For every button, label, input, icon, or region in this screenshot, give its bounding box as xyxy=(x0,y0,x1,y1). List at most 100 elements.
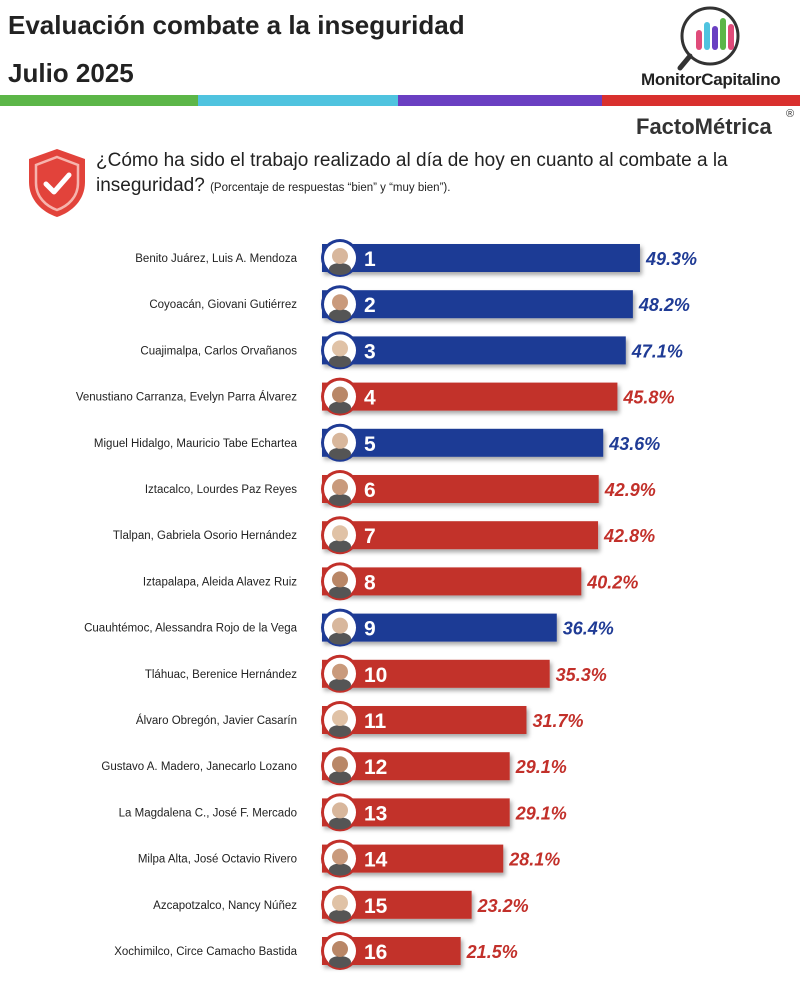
value-label: 31.7% xyxy=(532,711,583,731)
category-label: Xochimilco, Circe Camacho Bastida xyxy=(114,946,297,958)
value-label: 29.1% xyxy=(515,757,567,777)
stripe-purple xyxy=(398,95,602,106)
page-title: Evaluación combate a la inseguridad xyxy=(8,10,465,40)
avatar-body xyxy=(329,678,351,691)
value-label: 40.2% xyxy=(586,572,638,592)
monitor-capitalino-text: MonitorCapitalino xyxy=(641,70,781,89)
avatar-body xyxy=(329,586,351,599)
value-label: 36.4% xyxy=(563,619,614,639)
value-label: 43.6% xyxy=(608,434,660,454)
value-label: 35.3% xyxy=(556,665,607,685)
survey-question: ¿Cómo ha sido el trabajo realizado al dí… xyxy=(96,148,746,201)
stripe-red xyxy=(602,95,800,106)
value-label: 45.8% xyxy=(622,388,674,408)
avatar-face xyxy=(332,432,348,449)
value-label: 42.8% xyxy=(603,526,655,546)
rank-label: 7 xyxy=(364,525,376,548)
bar xyxy=(322,521,599,550)
rank-label: 14 xyxy=(364,849,388,872)
avatar-body xyxy=(329,401,351,414)
category-label: La Magdalena C., José F. Mercado xyxy=(119,807,297,819)
stripe-cyan xyxy=(198,95,398,106)
avatar-face xyxy=(332,248,348,264)
rank-label: 13 xyxy=(364,802,387,825)
avatar-body xyxy=(329,540,351,553)
bar xyxy=(322,567,582,596)
factometrica-logo: FactoMétrica xyxy=(636,114,772,139)
rank-label: 15 xyxy=(364,895,388,918)
bar xyxy=(322,428,604,457)
rank-label: 10 xyxy=(364,664,387,687)
avatar-face xyxy=(332,386,348,403)
category-label: Cuauhtémoc, Alessandra Rojo de la Vega xyxy=(84,623,297,635)
value-label: 42.9% xyxy=(604,480,656,500)
bar xyxy=(322,382,618,411)
category-label: Milpa Alta, José Octavio Rivero xyxy=(138,854,297,866)
rank-label: 6 xyxy=(364,479,376,502)
avatar-body xyxy=(329,956,351,968)
bar xyxy=(322,475,599,503)
category-label: Venustiano Carranza, Evelyn Parra Álvare… xyxy=(76,391,297,404)
bar xyxy=(322,613,557,642)
avatar-body xyxy=(329,863,351,876)
avatar-face xyxy=(332,941,348,957)
category-label: Azcapotzalco, Nancy Núñez xyxy=(153,900,297,912)
category-label: Álvaro Obregón, Javier Casarín xyxy=(136,714,297,727)
registered-mark: ® xyxy=(786,108,795,120)
bar xyxy=(322,336,626,365)
rank-label: 4 xyxy=(364,387,376,410)
value-label: 48.2% xyxy=(638,295,690,315)
monitor-capitalino-logo-icon xyxy=(677,6,740,71)
value-label: 23.2% xyxy=(477,896,529,916)
category-label: Cuajimalpa, Carlos Orvañanos xyxy=(140,345,297,357)
avatar-face xyxy=(332,340,348,357)
category-label: Iztacalco, Lourdes Paz Reyes xyxy=(145,484,297,496)
value-label: 28.1% xyxy=(508,850,560,870)
ranking-bar-chart: Benito Juárez, Luis A. Mendoza 1 49.3% Coyo… xyxy=(76,239,697,970)
avatar-face xyxy=(332,710,348,726)
question-note: (Porcentaje de respuestas “bien” y “muy … xyxy=(210,182,451,194)
shield-check-icon xyxy=(29,149,85,217)
avatar-body xyxy=(329,309,351,322)
value-label: 21.5% xyxy=(466,942,518,962)
category-label: Iztapalapa, Aleida Alavez Ruiz xyxy=(143,576,297,588)
avatar-body xyxy=(329,632,351,645)
avatar-body xyxy=(329,494,351,506)
category-label: Coyoacán, Giovani Gutiérrez xyxy=(149,299,297,311)
avatar-body xyxy=(329,909,351,922)
rank-label: 12 xyxy=(364,756,387,779)
avatar-face xyxy=(332,756,348,773)
bar xyxy=(322,290,633,319)
rank-label: 8 xyxy=(364,571,376,594)
page-subtitle: Julio 2025 xyxy=(8,58,134,88)
avatar-face xyxy=(332,894,348,911)
avatar-face xyxy=(332,848,348,865)
value-label: 29.1% xyxy=(515,803,567,823)
rank-label: 9 xyxy=(364,618,376,641)
avatar-body xyxy=(329,263,351,275)
category-label: Tlalpan, Gabriela Osorio Hernández xyxy=(113,530,297,542)
color-stripe xyxy=(0,95,800,106)
avatar-face xyxy=(332,294,348,311)
question-text: ¿Cómo ha sido el trabajo realizado al dí… xyxy=(96,150,728,196)
avatar-body xyxy=(329,447,351,460)
category-label: Miguel Hidalgo, Mauricio Tabe Echartea xyxy=(94,438,298,450)
rank-label: 1 xyxy=(364,248,376,271)
avatar-body xyxy=(329,817,351,830)
rank-label: 3 xyxy=(364,340,376,363)
stripe-green xyxy=(0,95,198,106)
rank-label: 2 xyxy=(364,294,376,317)
rank-label: 5 xyxy=(364,433,376,456)
rank-label: 11 xyxy=(364,710,387,733)
avatar-face xyxy=(332,571,348,588)
avatar-face xyxy=(332,525,348,542)
avatar-body xyxy=(329,725,351,737)
avatar-face xyxy=(332,479,348,495)
category-label: Gustavo A. Madero, Janecarlo Lozano xyxy=(101,761,297,773)
avatar-face xyxy=(332,802,348,819)
category-label: Benito Juárez, Luis A. Mendoza xyxy=(135,253,297,265)
bar xyxy=(322,659,550,688)
bar xyxy=(322,244,640,272)
avatar-body xyxy=(329,355,351,368)
avatar-face xyxy=(332,617,348,634)
